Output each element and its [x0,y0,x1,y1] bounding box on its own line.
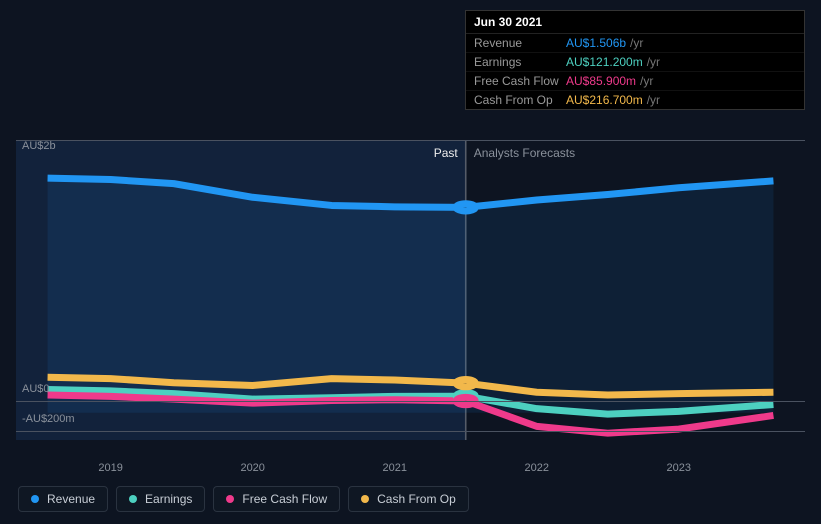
tooltip-row: Cash From OpAU$216.700m/yr [466,91,804,109]
legend-dot-icon [226,495,234,503]
grid-line [16,401,805,402]
tooltip-label: Earnings [474,55,566,69]
x-axis-label: 2020 [240,462,264,474]
tooltip-unit: /yr [640,74,653,88]
tooltip-row: EarningsAU$121.200m/yr [466,53,804,72]
tooltip-label: Revenue [474,36,566,50]
tooltip-row: Free Cash FlowAU$85.900m/yr [466,72,804,91]
x-axis-label: 2022 [524,462,548,474]
x-axis-label: 2021 [382,462,406,474]
tooltip-value: AU$216.700m [566,93,643,107]
tooltip-row: RevenueAU$1.506b/yr [466,34,804,53]
legend-label: Cash From Op [377,492,456,506]
y-axis-label: AU$0 [22,383,50,395]
y-axis-label: -AU$200m [22,413,75,425]
x-axis-label: 2023 [667,462,691,474]
chart-tooltip: Jun 30 2021 RevenueAU$1.506b/yrEarningsA… [465,10,805,110]
tooltip-label: Free Cash Flow [474,74,566,88]
legend-item[interactable]: Earnings [116,486,205,512]
legend-item[interactable]: Cash From Op [348,486,469,512]
tooltip-unit: /yr [647,55,660,69]
tooltip-value: AU$1.506b [566,36,626,50]
x-axis-label: 2019 [98,462,122,474]
tooltip-label: Cash From Op [474,93,566,107]
legend-label: Earnings [145,492,192,506]
tooltip-value: AU$121.200m [566,55,643,69]
grid-line [16,431,805,432]
y-axis-label: AU$2b [22,140,56,152]
axis-line-top [16,140,805,141]
legend: Revenue Earnings Free Cash Flow Cash From O… [18,486,469,512]
tooltip-unit: /yr [630,36,643,50]
label-forecast: Analysts Forecasts [474,146,575,160]
plot-area[interactable] [16,140,805,440]
legend-label: Revenue [47,492,95,506]
legend-dot-icon [31,495,39,503]
tooltip-value: AU$85.900m [566,74,636,88]
legend-dot-icon [361,495,369,503]
tooltip-date: Jun 30 2021 [466,11,804,34]
label-past: Past [434,146,458,160]
tooltip-unit: /yr [647,93,660,107]
legend-dot-icon [129,495,137,503]
chart-svg [16,140,805,440]
legend-label: Free Cash Flow [242,492,327,506]
legend-item[interactable]: Revenue [18,486,108,512]
legend-item[interactable]: Free Cash Flow [213,486,340,512]
